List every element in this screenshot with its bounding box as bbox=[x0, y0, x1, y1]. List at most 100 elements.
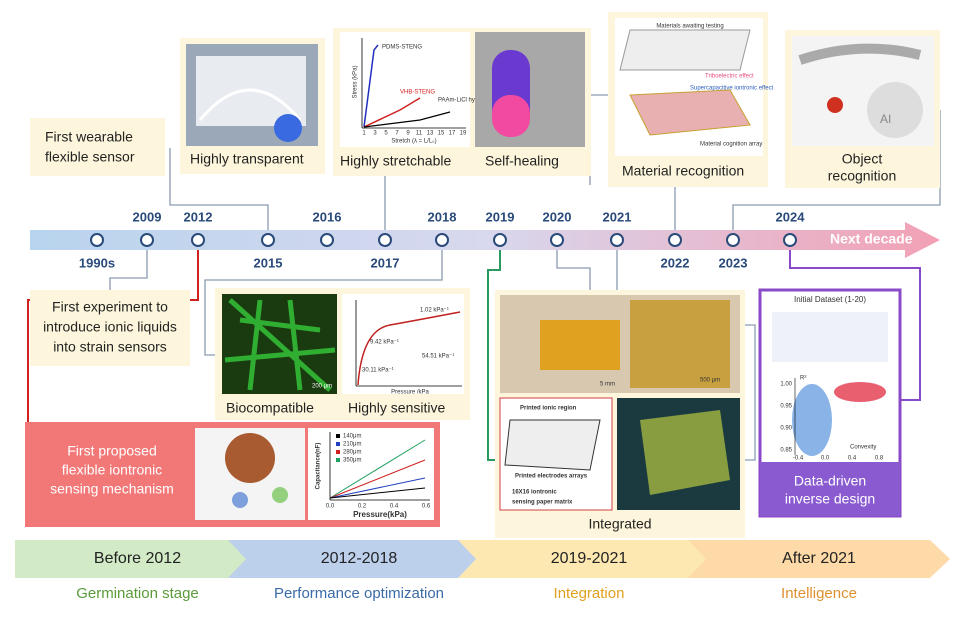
photo-detail bbox=[630, 300, 730, 388]
end-label: Next decade bbox=[830, 231, 913, 247]
curve bbox=[329, 477, 426, 499]
stage-name: Germination stage bbox=[76, 585, 199, 602]
photo-detail bbox=[492, 95, 530, 137]
curve bbox=[363, 44, 379, 128]
curve bbox=[329, 439, 426, 499]
tick-label: 0.85 bbox=[780, 448, 792, 454]
year-marker bbox=[261, 233, 275, 247]
stage-name: Intelligence bbox=[781, 585, 857, 602]
year-label: 2020 bbox=[543, 209, 572, 224]
milestone-label: sensing mechanism bbox=[50, 481, 174, 497]
chart-image bbox=[342, 294, 464, 394]
year-marker bbox=[783, 233, 797, 247]
legend-label: 140μm bbox=[343, 434, 361, 440]
stage-arrow bbox=[688, 540, 950, 578]
year-marker bbox=[493, 233, 507, 247]
milestone-box bbox=[30, 290, 190, 366]
year-label: 2018 bbox=[428, 209, 457, 224]
milestone-label: Highly sensitive bbox=[348, 400, 445, 416]
legend-swatch bbox=[336, 450, 340, 454]
axis-label: Pressure(kPa) bbox=[353, 510, 407, 519]
axis-label: Stretch (λ = L/L₀) bbox=[391, 139, 436, 145]
milestone-label: First wearable bbox=[45, 129, 133, 145]
tick-label: 1.00 bbox=[780, 382, 792, 388]
legend: 140μm 210μm 280μm 350μm bbox=[336, 434, 361, 464]
photo-detail bbox=[540, 320, 620, 370]
milestone-label: Self-healing bbox=[485, 153, 559, 169]
figure-text: Printed electrodes arrays bbox=[515, 474, 588, 480]
year-marker bbox=[320, 233, 334, 247]
axis-label: Capacitance(nF) bbox=[316, 443, 322, 490]
stage-arrow bbox=[458, 540, 720, 578]
figure-text: Triboelectric effect bbox=[705, 74, 754, 80]
series-label: VHB-STENG bbox=[400, 90, 435, 96]
legend-label: 280μm bbox=[343, 450, 361, 456]
figure-text: 9.42 kPa⁻¹ bbox=[370, 340, 399, 346]
stage-arrow bbox=[228, 540, 490, 578]
tick-label: 0.6 bbox=[422, 504, 431, 510]
photo-detail bbox=[274, 114, 302, 142]
tick-label: 0.0 bbox=[326, 504, 335, 510]
year-marker bbox=[610, 233, 624, 247]
milestone-label: recognition bbox=[828, 168, 897, 184]
legend-swatch bbox=[336, 434, 340, 438]
cluster bbox=[792, 384, 832, 456]
cluster bbox=[834, 382, 886, 402]
year-label: 2023 bbox=[719, 255, 748, 270]
tick-label: 15 bbox=[438, 131, 445, 137]
year-marker bbox=[550, 233, 564, 247]
photo-detail bbox=[232, 492, 248, 508]
figure-text: 1.02 kPa⁻¹ bbox=[420, 308, 449, 314]
axis-label: R² bbox=[800, 376, 806, 382]
figure-detail bbox=[504, 419, 601, 471]
milestone-label: flexible iontronic bbox=[62, 462, 162, 478]
figure-text: Materials awaiting testing bbox=[656, 24, 723, 30]
year-label: 2016 bbox=[313, 209, 342, 224]
tick-label: 0.4 bbox=[848, 456, 857, 462]
series-label: PDMS-STENG bbox=[382, 45, 422, 51]
tick-label: 9 bbox=[406, 131, 410, 137]
curve bbox=[329, 487, 426, 499]
figure-text: sensing paper matrix bbox=[512, 500, 573, 506]
tick-label: 0.4 bbox=[390, 504, 399, 510]
figure-detail bbox=[798, 43, 922, 65]
year-marker bbox=[726, 233, 740, 247]
milestone-label: introduce ionic liquids bbox=[43, 319, 177, 335]
figure-detail bbox=[867, 82, 923, 138]
milestone-label: Highly stretchable bbox=[340, 153, 451, 169]
milestone-label: Material recognition bbox=[622, 163, 744, 179]
year-label: 2022 bbox=[661, 255, 690, 270]
stages: Before 2012 Germination stage 2012-2018 Per… bbox=[15, 540, 950, 602]
tick-label: 17 bbox=[449, 131, 456, 137]
figure-text: Initial Dataset (1-20) bbox=[794, 295, 866, 304]
figure-text: 54.51 kPa⁻¹ bbox=[422, 354, 454, 360]
tick-label: 0.2 bbox=[358, 504, 367, 510]
legend-swatch bbox=[336, 458, 340, 462]
stage-period: 2012-2018 bbox=[321, 550, 398, 567]
stage-period: After 2021 bbox=[782, 550, 856, 567]
tick-label: 0.95 bbox=[780, 404, 792, 410]
figure-detail bbox=[629, 89, 751, 136]
axis-label: Stress (kPa) bbox=[353, 65, 359, 98]
figure-text: 16X16 iontronic bbox=[512, 490, 557, 496]
figure-detail bbox=[619, 29, 751, 71]
stage-arrow bbox=[15, 540, 260, 578]
tick-labels: 1.00 0.95 0.90 0.85-0.4 0.0 0.4 0.8 bbox=[780, 382, 884, 462]
figure-text: 200 μm bbox=[312, 384, 332, 390]
figure-detail bbox=[827, 97, 843, 113]
figure-text: AI bbox=[880, 112, 891, 126]
milestone-label: Data-driven bbox=[794, 473, 866, 489]
milestone-label: inverse design bbox=[785, 491, 875, 507]
figure-text: Material cognition array bbox=[700, 142, 762, 148]
stage-period: Before 2012 bbox=[94, 550, 181, 567]
legend-label: 210μm bbox=[343, 442, 361, 448]
tick-label: 0.0 bbox=[821, 456, 830, 462]
year-marker bbox=[378, 233, 392, 247]
figure-text: 5 mm bbox=[600, 382, 615, 388]
photo-detail bbox=[225, 433, 275, 483]
year-label: 2017 bbox=[371, 255, 400, 270]
figure-text: 30.11 kPa⁻¹ bbox=[362, 368, 394, 374]
series-label: PAAm-LiCl hydrogel bbox=[438, 98, 492, 104]
tick-label: 0.8 bbox=[875, 456, 884, 462]
